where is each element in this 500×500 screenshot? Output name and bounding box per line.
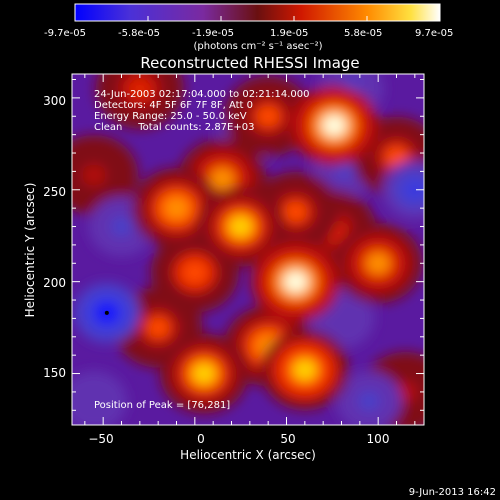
negative-region [336,371,402,425]
axis-ticks [72,74,424,425]
x-tick-label: −50 [88,432,113,446]
emission-source [160,333,248,414]
heatmap-cell [164,197,189,220]
emission-source [260,329,349,410]
colorbar-tick-label: -9.7e-05 [44,28,86,39]
info-line-time: 24-Jun-2003 02:17:04.000 to 02:21:14.000 [94,89,310,100]
x-tick-label: 100 [367,432,390,446]
info-line-detectors: Detectors: 4F 5F 6F 7F 8F, Att 0 [94,100,253,111]
x-tick-label: 0 [197,432,205,446]
y-tick-label: 250 [43,185,66,199]
emission-source [95,74,184,129]
heatmap-cell [182,261,207,284]
colorbar-units: (photons cm⁻² s⁻¹ asec⁻²) [193,41,322,52]
heatmap-image [72,74,424,425]
x-tick-label: 50 [280,432,295,446]
heatmap-cell [283,200,308,223]
emission-source [334,223,423,304]
heatmap-cell [366,252,391,275]
y-tick-label: 300 [43,94,66,108]
heatmap-cell [292,358,317,381]
info-line-energy: Energy Range: 25.0 - 50.0 keV [94,111,247,122]
heatmap-cell [283,270,308,293]
negative-region [381,159,424,220]
heatmap-cell [330,308,353,329]
x-axis-label: Heliocentric X (arcsec) [180,448,316,462]
heatmap-cell [127,77,152,100]
colorbar-ticks [74,16,441,21]
heatmap-cell [81,164,107,187]
emission-source [290,85,379,166]
heatmap-cell [228,215,253,238]
generated-timestamp: 9-Jun-2013 16:42 [409,487,496,498]
negative-region [72,371,127,425]
colorbar-tick-label: 1.9e-05 [270,28,308,39]
minimum-marker [104,310,109,315]
heatmap-cell [210,167,235,190]
colorbar-tick-label: 5.8e-05 [344,28,382,39]
heatmap-cell [191,362,217,385]
emission-source [224,76,313,157]
heatmap-cell [110,216,133,237]
plot-frame [71,73,425,426]
heatmap-cell [358,391,380,412]
emission-source [72,135,138,216]
heatmap-cell [322,114,347,137]
colorbar [74,3,441,22]
y-tick-label: 150 [43,366,66,380]
heatmap-cell [403,179,424,200]
y-axis-label: Heliocentric Y (arcsec) [23,183,37,318]
y-tick-label: 200 [43,276,66,290]
colorbar-tick-label: -1.9e-05 [192,28,234,39]
info-line-counts: Clean Total counts: 2.87E+03 [94,122,254,133]
chart-title: Reconstructed RHESSI Image [140,54,359,72]
heatmap-cell [83,391,105,412]
emission-source [196,186,285,267]
colorbar-tick-label: 9.7e-05 [415,28,453,39]
heatmap-cell [146,316,171,339]
heatmap-cell [256,105,281,128]
emission-source [251,241,340,322]
peak-position-label: Position of Peak = [76,281] [94,400,230,411]
colorbar-tick-label: -5.8e-05 [118,28,160,39]
